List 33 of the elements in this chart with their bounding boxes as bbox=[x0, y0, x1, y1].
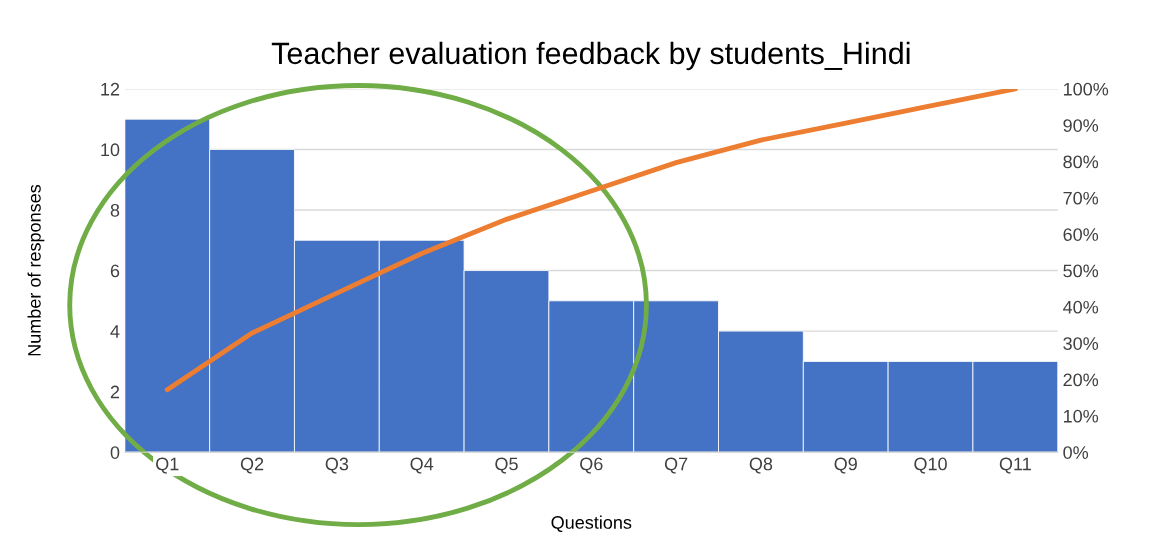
x-tick-label: Q8 bbox=[749, 457, 773, 474]
y2-tick-label: 50% bbox=[1063, 264, 1099, 278]
x-tick-label: Q5 bbox=[495, 457, 518, 474]
y-tick-label: 4 bbox=[110, 325, 120, 338]
x-tick-label: Q2 bbox=[240, 457, 264, 474]
y-tick-label: 6 bbox=[110, 264, 120, 278]
x-tick-label: Q10 bbox=[914, 457, 947, 474]
y-tick-label: 0 bbox=[110, 446, 120, 459]
x-tick-label: Q4 bbox=[410, 457, 434, 474]
x-tick-label: Q7 bbox=[664, 457, 688, 474]
y2-tick-label: 40% bbox=[1063, 300, 1099, 314]
x-axis-title: Questions bbox=[551, 515, 632, 533]
x-tick-label: Q6 bbox=[580, 457, 603, 474]
y2-tick-label: 0% bbox=[1063, 446, 1089, 459]
y-tick-label: 10 bbox=[101, 143, 120, 157]
y-tick-label: 8 bbox=[110, 203, 120, 217]
y2-tick-label: 30% bbox=[1063, 337, 1099, 350]
y2-tick-label: 90% bbox=[1063, 119, 1099, 132]
x-tick-label: Q1 bbox=[156, 457, 179, 474]
y2-tick-label: 60% bbox=[1063, 228, 1099, 241]
x-tick-label: Q3 bbox=[325, 457, 349, 474]
y2-tick-label: 20% bbox=[1063, 373, 1099, 387]
x-tick-label: Q11 bbox=[999, 457, 1031, 474]
y2-tick-label: 10% bbox=[1063, 409, 1099, 423]
chart-title: Teacher evaluation feedback by students_Hindi bbox=[271, 41, 910, 71]
y2-tick-label: 100% bbox=[1063, 82, 1109, 96]
y2-tick-label: 80% bbox=[1063, 155, 1099, 169]
y-tick-label: 2 bbox=[110, 385, 120, 399]
line-series bbox=[164, 88, 1018, 393]
y2-tick-label: 70% bbox=[1063, 191, 1099, 205]
x-tick-label: Q9 bbox=[834, 457, 857, 474]
y-axis-title: Number of responses bbox=[27, 184, 45, 356]
y-tick-label: 12 bbox=[101, 82, 120, 96]
